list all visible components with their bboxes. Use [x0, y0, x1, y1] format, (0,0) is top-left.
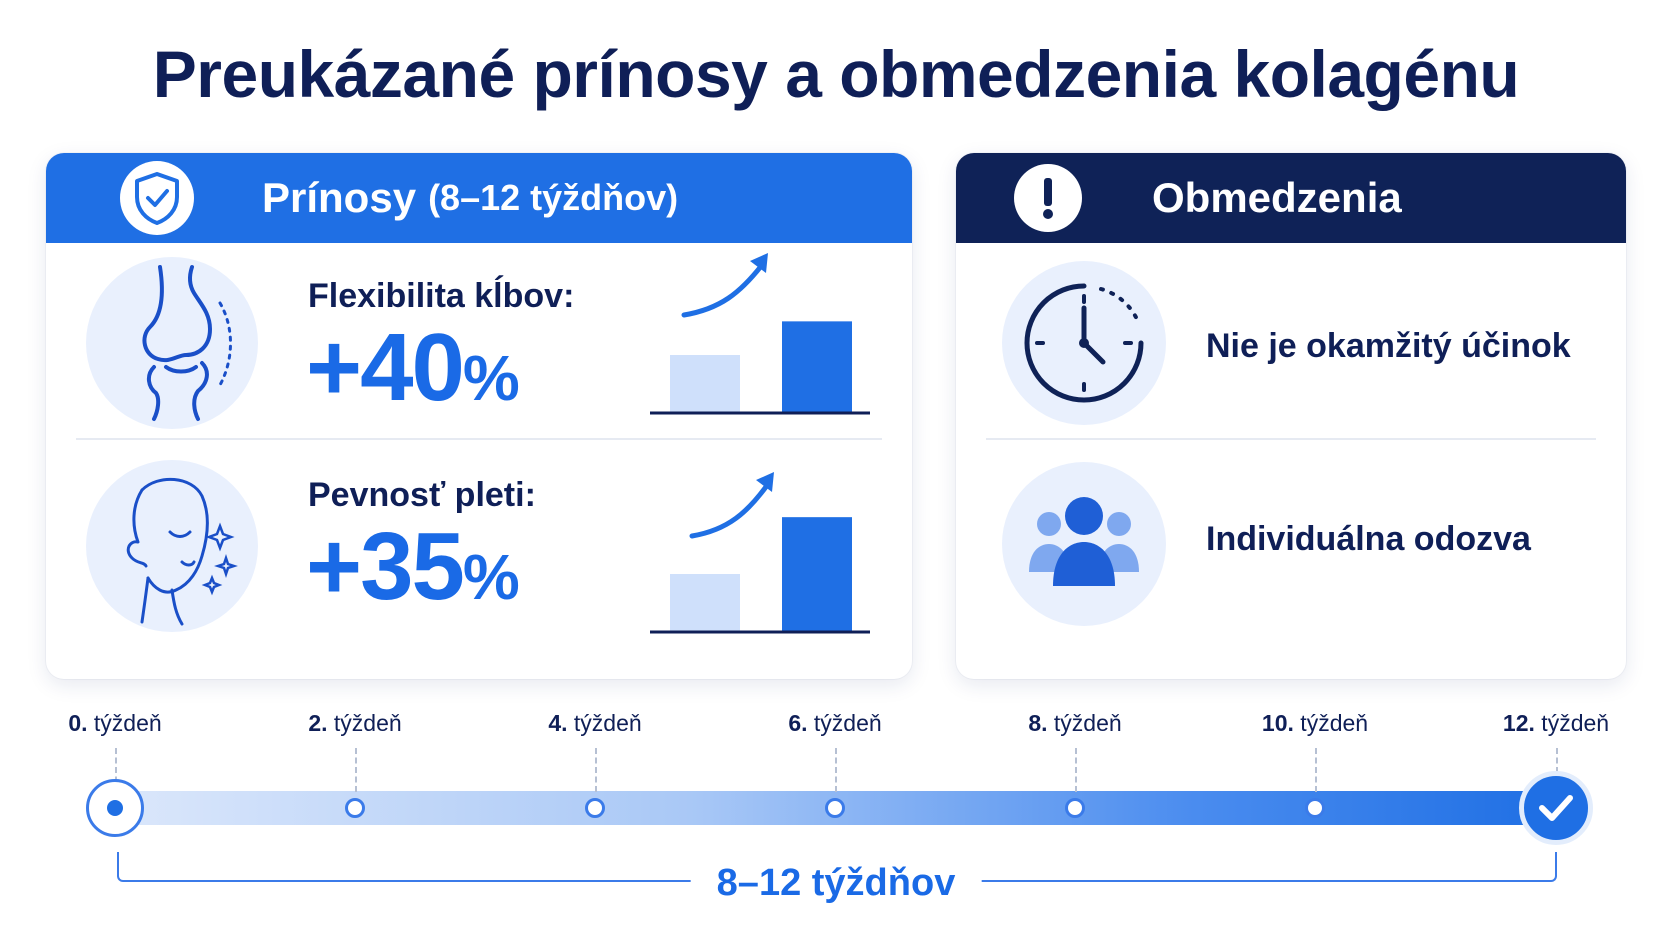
- tick-week-unit: týždeň: [93, 710, 162, 736]
- limitations-card: Obmedzenia Nie je okamžitý účinok: [956, 153, 1626, 679]
- benefits-divider: [76, 438, 882, 440]
- skin-firmness-unit: %: [462, 541, 520, 613]
- benefit-row-skin: Pevnosť pleti: +35%: [46, 448, 912, 668]
- tick-week-unit: týždeň: [813, 710, 882, 736]
- timeline-tick-label: 4. týždeň: [548, 710, 641, 737]
- timeline-start-marker: [86, 779, 144, 837]
- timeline-tick-line: [1315, 748, 1317, 792]
- clock-icon: [1002, 261, 1166, 425]
- timeline-tick-label: 8. týždeň: [1028, 710, 1121, 737]
- limit-row-individual: Individuálna odozva: [956, 448, 1626, 668]
- joint-flexibility-value: +40%: [306, 313, 520, 423]
- timeline-tick-label: 2. týždeň: [308, 710, 401, 737]
- benefits-header: Prínosy (8–12 týždňov): [46, 153, 912, 243]
- timeline-milestone-dot: [825, 798, 845, 818]
- timeline-tick-label: 0. týždeň: [68, 710, 161, 737]
- limit-text-individual: Individuálna odozva: [1206, 520, 1531, 558]
- timeline-tick-line: [835, 748, 837, 792]
- timeline-milestone-dot: [585, 798, 605, 818]
- joint-mini-chart: [650, 253, 870, 415]
- timeline-milestone-dot: [1065, 798, 1085, 818]
- tick-week-number: 6.: [788, 710, 808, 736]
- limitations-header: Obmedzenia: [956, 153, 1626, 243]
- timeline-milestone-dot: [1305, 798, 1325, 818]
- page-title: Preukázané prínosy a obmedzenia kolagénu: [152, 37, 1520, 111]
- benefit-row-joints: Flexibilita kĺbov: +40%: [46, 243, 912, 443]
- timeline: 0. týždeň 2. týždeň 4. týždeň 6. týždeň 8. t…: [0, 700, 1672, 940]
- skin-firmness-number: +35: [306, 513, 465, 620]
- face-skin-icon: [86, 460, 258, 632]
- timeline-tick-line: [1556, 748, 1558, 792]
- knee-joint-icon: [86, 257, 258, 429]
- benefits-period: (8–12 týždňov): [428, 177, 679, 218]
- joint-flexibility-unit: %: [462, 342, 520, 414]
- skin-trend-arrow: [689, 481, 771, 539]
- timeline-tick-label: 12. týždeň: [1503, 710, 1609, 737]
- joint-bar-before: [670, 355, 740, 413]
- timeline-span-label: 8–12 týždňov: [690, 862, 982, 905]
- limitations-divider: [986, 438, 1596, 440]
- timeline-milestone-dot: [345, 798, 365, 818]
- skin-bar-after: [782, 517, 852, 632]
- tick-week-number: 0.: [68, 710, 88, 736]
- timeline-tick-line: [1075, 748, 1077, 792]
- joint-bar-after: [782, 321, 852, 413]
- tick-week-number: 8.: [1028, 710, 1048, 736]
- tick-week-number: 2.: [308, 710, 328, 736]
- joint-trend-arrow: [681, 262, 765, 318]
- shield-check-icon: [120, 161, 194, 235]
- tick-week-number: 4.: [548, 710, 568, 736]
- limit-row-time: Nie je okamžitý účinok: [956, 243, 1626, 443]
- tick-week-number: 12.: [1502, 710, 1535, 736]
- skin-bar-before: [670, 574, 740, 632]
- check-icon: [1519, 771, 1593, 845]
- skin-firmness-value: +35%: [306, 512, 520, 622]
- timeline-tick-label: 6. týždeň: [788, 710, 881, 737]
- skin-mini-chart: [650, 472, 870, 634]
- tick-week-unit: týždeň: [1053, 710, 1122, 736]
- limit-text-no-immediate: Nie je okamžitý účinok: [1206, 327, 1571, 365]
- people-group-icon: [1002, 462, 1166, 626]
- timeline-tick-line: [595, 748, 597, 792]
- tick-week-number: 10.: [1261, 710, 1294, 736]
- timeline-tick-label: 10. týždeň: [1262, 710, 1368, 737]
- tick-week-unit: týždeň: [1300, 710, 1369, 736]
- tick-week-unit: týždeň: [573, 710, 642, 736]
- timeline-tick-line: [115, 748, 117, 792]
- benefits-card: Prínosy (8–12 týždňov) Flexibilita kĺbov…: [46, 153, 912, 679]
- limitations-title: Obmedzenia: [1152, 174, 1402, 221]
- joint-flexibility-label: Flexibilita kĺbov:: [308, 277, 575, 315]
- tick-week-unit: týždeň: [333, 710, 402, 736]
- timeline-tick-line: [355, 748, 357, 792]
- exclamation-icon: [1014, 164, 1082, 232]
- joint-flexibility-number: +40: [306, 314, 465, 421]
- skin-firmness-label: Pevnosť pleti:: [308, 476, 536, 514]
- benefits-title: Prínosy: [262, 174, 417, 221]
- tick-week-unit: týždeň: [1541, 710, 1610, 736]
